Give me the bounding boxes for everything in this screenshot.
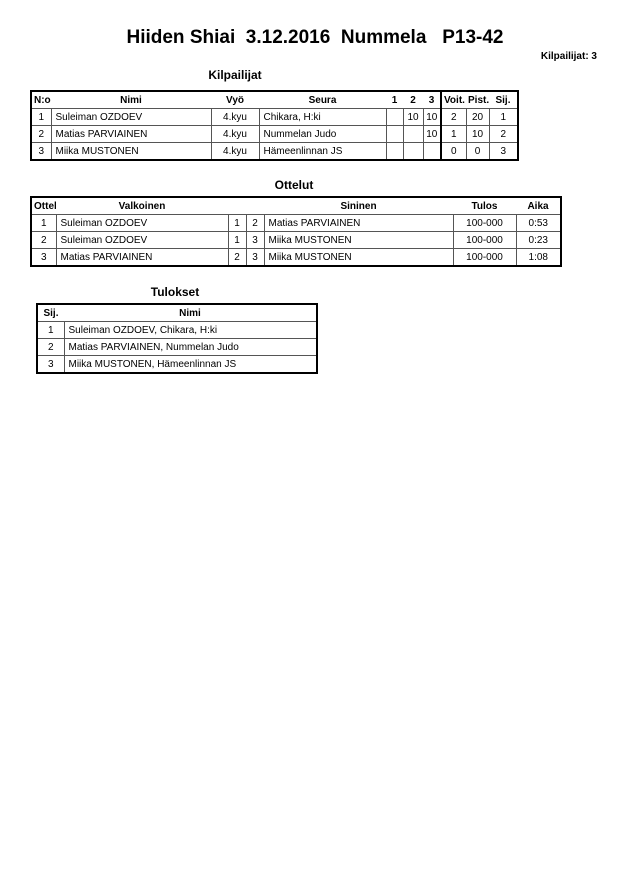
column-header: Sij.	[43, 307, 59, 319]
table-cell: 100-000	[452, 214, 517, 232]
table-cell: 3	[488, 142, 519, 161]
matches-table: Ottelu Valkoinen Sininen Tulos Aika 1Suleiman…	[30, 196, 562, 267]
table-cell: 1	[36, 321, 65, 339]
table-cell: 10	[422, 125, 442, 143]
competitors-title: Kilpailijat	[208, 68, 262, 82]
table-cell	[402, 125, 424, 143]
table-cell: Suleiman OZDOEV	[55, 231, 229, 249]
table-cell: 10	[422, 108, 442, 126]
competitor-count: Kilpailijat: 3	[540, 51, 597, 62]
table-cell: 20	[465, 108, 490, 126]
table-cell: Miika MUSTONEN	[263, 231, 454, 249]
table-cell: 4.kyu	[210, 108, 260, 126]
table-cell: 2	[36, 338, 65, 356]
page-title: Hiiden Shiai 3.12.2016 Nummela P13-42	[126, 27, 504, 48]
table-cell: 2	[30, 231, 57, 249]
table-cell: 3	[30, 248, 57, 267]
table-cell: 1	[227, 214, 247, 232]
table-cell: Chikara, H:ki	[258, 108, 387, 126]
column-header	[246, 197, 264, 215]
competitors-table: N:o Nimi Vyö Seura 1 2 3 Voit. Pist. Sij. 1 Suleima…	[30, 90, 519, 161]
table-cell: 2	[245, 214, 265, 232]
table-cell: 10	[465, 125, 490, 143]
table-cell: 2	[488, 125, 519, 143]
table-cell: 0:53	[515, 214, 562, 232]
table-cell: Miika MUSTONEN	[263, 248, 454, 267]
table-cell: Hämeenlinnan JS	[258, 142, 387, 161]
column-header: Vyö	[226, 94, 244, 106]
results-table: Sij. Nimi 1 Suleiman OZDOEV, Chikara, H:ki 2…	[36, 303, 318, 374]
column-header: Nimi	[120, 94, 142, 106]
table-cell: 1	[30, 214, 57, 232]
table-cell: 4.kyu	[210, 125, 260, 143]
column-header: Sininen	[340, 200, 377, 212]
table-cell	[385, 125, 404, 143]
table-cell: 1	[488, 108, 519, 126]
table-cell: 0	[440, 142, 467, 161]
table-cell: 2	[227, 248, 247, 267]
table-cell: 0:23	[515, 231, 562, 249]
column-header: Seura	[308, 94, 337, 106]
table-cell	[385, 142, 404, 161]
results-title: Tulokset	[150, 285, 200, 299]
column-header: Nimi	[179, 307, 201, 319]
table-row: 1 Suleiman OZDOEV, Chikara, H:ki	[36, 321, 318, 339]
table-cell: 3	[36, 355, 65, 374]
table-cell	[402, 142, 424, 161]
column-header: 3	[428, 94, 435, 106]
table-cell: Suleiman OZDOEV	[50, 108, 212, 126]
table-row: 1 Suleiman OZDOEV 1 2 Matias PARVIAINEN 100-0…	[30, 214, 562, 232]
column-header: Voit.	[440, 91, 466, 109]
column-header: Valkoinen	[118, 200, 166, 212]
table-cell	[422, 142, 442, 161]
table-cell: 1	[30, 108, 52, 126]
table-cell: 1:08	[515, 248, 562, 267]
table-cell	[385, 108, 404, 126]
matches-title: Ottelut	[274, 178, 314, 192]
table-cell: Suleiman OZDOEV	[55, 214, 229, 232]
table-row: 3 Matias PARVIAINEN 2 3 Miika MUSTONEN 100-00…	[30, 248, 562, 267]
table-cell: Matias PARVIAINEN	[263, 214, 454, 232]
table-cell: 4.kyu	[210, 142, 260, 161]
table-cell: 3	[30, 142, 52, 161]
table-cell: 2	[440, 108, 467, 126]
table-cell: Miika MUSTONEN	[50, 142, 212, 161]
table-cell: 10	[402, 108, 424, 126]
table-row: 2 Matias PARVIAINEN, Nummelan Judo	[36, 338, 318, 356]
table-cell: Nummelan Judo	[258, 125, 387, 143]
table-cell: 1	[227, 231, 247, 249]
table-row: 1 Suleiman OZDOEV 4.kyu Chikara, H:ki 10 10 2 2…	[30, 108, 519, 126]
table-cell: Suleiman OZDOEV, Chikara, H:ki	[63, 321, 318, 339]
table-cell: Matias PARVIAINEN	[55, 248, 229, 267]
table-row: 3 Miika MUSTONEN 4.kyu Hämeenlinnan JS 0 0 3	[30, 142, 519, 161]
column-header: 1	[391, 94, 398, 106]
table-row: 2 Suleiman OZDOEV 1 3 Miika MUSTONEN 100-000 0…	[30, 231, 562, 249]
table-cell: 3	[245, 231, 265, 249]
table-cell: 0	[465, 142, 490, 161]
table-cell: Miika MUSTONEN, Hämeenlinnan JS	[63, 355, 318, 374]
column-header: Sij.	[495, 94, 511, 106]
table-cell: 1	[440, 125, 467, 143]
table-cell: 100-000	[452, 248, 517, 267]
column-header: Aika	[527, 200, 549, 212]
table-cell: Matias PARVIAINEN, Nummelan Judo	[63, 338, 318, 356]
column-header: Pist.	[468, 94, 489, 106]
column-header: N:o	[34, 94, 51, 106]
table-cell: 100-000	[452, 231, 517, 249]
column-header: 2	[410, 94, 416, 106]
table-cell: 3	[245, 248, 265, 267]
table-cell: Matias PARVIAINEN	[50, 125, 212, 143]
column-header: Ottelu	[34, 200, 56, 212]
table-row: 2 Matias PARVIAINEN 4.kyu Nummelan Judo 10 1 1…	[30, 125, 519, 143]
column-header: Tulos	[471, 200, 498, 212]
table-row: 3 Miika MUSTONEN, Hämeenlinnan JS	[36, 355, 318, 374]
column-header	[228, 197, 246, 215]
table-cell: 2	[30, 125, 52, 143]
